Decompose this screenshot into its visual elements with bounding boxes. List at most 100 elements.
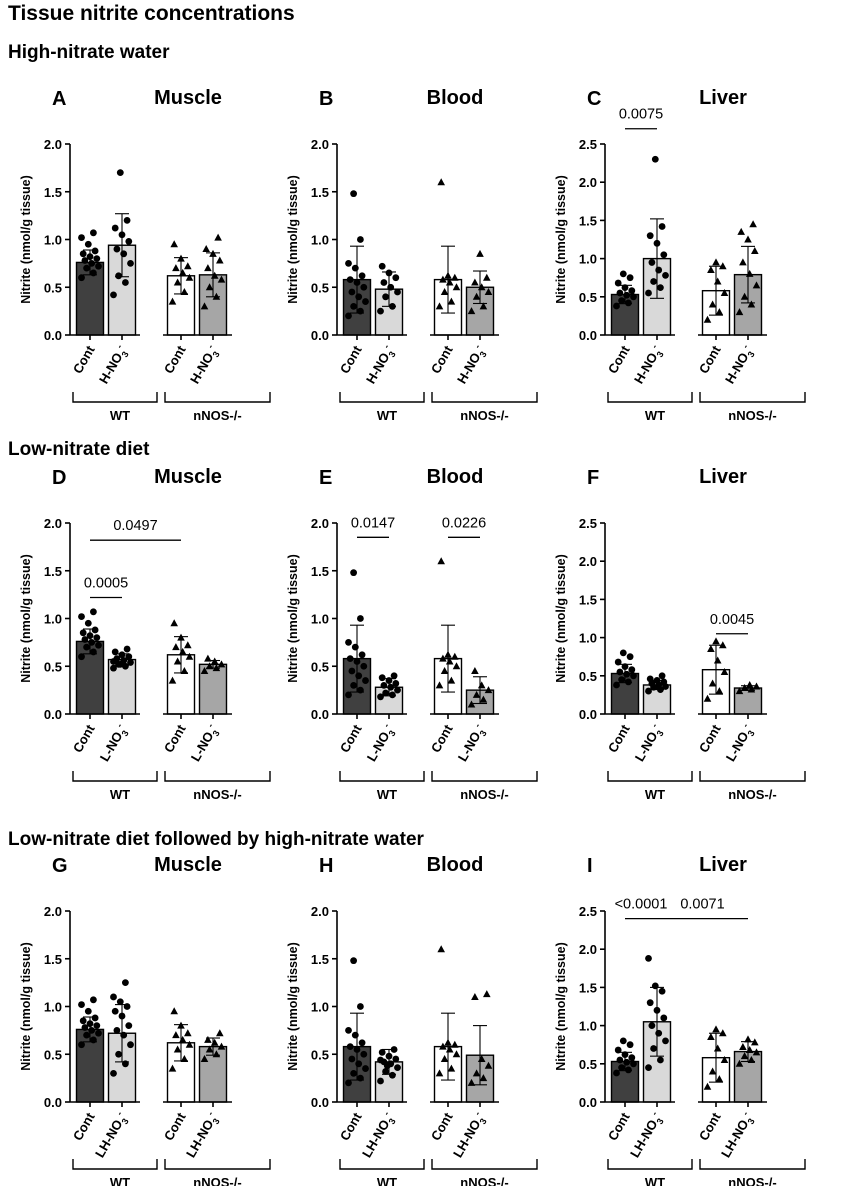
y-tick-label: 1.0 — [311, 612, 329, 627]
y-tick-label: 0.5 — [311, 1047, 329, 1062]
data-point — [110, 291, 117, 299]
y-axis-label: Nitrite (nmol/g tissue) — [19, 942, 33, 1070]
data-point — [210, 1038, 219, 1046]
data-point — [111, 224, 119, 232]
data-point — [740, 1052, 749, 1060]
y-tick-label: 2.0 — [44, 904, 62, 919]
y-tick-label: 0.0 — [579, 1095, 597, 1110]
data-point — [200, 302, 209, 310]
data-point — [749, 220, 757, 228]
figure-title: Tissue nitrite concentrations — [8, 2, 295, 25]
data-point — [623, 670, 631, 678]
data-point — [84, 1007, 92, 1015]
data-point — [745, 269, 754, 277]
data-point — [437, 557, 445, 565]
data-point — [658, 223, 666, 230]
data-point — [435, 302, 444, 310]
y-tick-label: 0.5 — [579, 669, 597, 684]
data-point — [467, 307, 476, 315]
data-point — [168, 1064, 177, 1072]
section-title-low-nitrate: Low-nitrate diet — [8, 439, 150, 460]
data-point — [377, 307, 384, 315]
x-tick-label: H-NO3- — [721, 343, 758, 388]
p-value-label: 0.0075 — [619, 107, 663, 123]
data-point — [658, 987, 666, 995]
data-point — [472, 292, 481, 300]
data-point — [713, 277, 722, 285]
data-point — [703, 1082, 712, 1090]
x-tick-label: Cont — [70, 1109, 98, 1143]
data-point — [346, 1043, 354, 1051]
data-point — [357, 615, 364, 622]
data-point — [616, 1056, 624, 1064]
data-point — [471, 667, 479, 675]
data-point — [78, 1041, 85, 1049]
data-point — [95, 1029, 102, 1037]
y-tick-label: 0.0 — [311, 328, 329, 343]
data-point — [747, 300, 756, 308]
data-point — [204, 1035, 212, 1043]
data-point — [91, 247, 99, 255]
data-point — [113, 1026, 121, 1034]
y-axis-label: Nitrite (nmol/g tissue) — [554, 175, 568, 303]
data-point — [713, 656, 722, 664]
data-point — [623, 291, 631, 299]
data-point — [125, 238, 133, 245]
data-point — [715, 1075, 724, 1083]
group-bracket — [72, 392, 158, 403]
data-point — [79, 1017, 87, 1025]
data-point — [345, 638, 352, 646]
y-tick-label: 2.0 — [44, 137, 62, 152]
x-tick-label: LH-NO3- — [358, 1110, 399, 1162]
data-point — [735, 308, 744, 316]
data-point — [88, 259, 96, 267]
data-point — [122, 662, 129, 670]
data-point — [358, 272, 366, 280]
data-point — [745, 1046, 754, 1054]
data-point — [616, 668, 624, 676]
data-point — [657, 1056, 664, 1064]
group-bracket — [164, 392, 271, 403]
y-tick-label: 0.0 — [44, 1095, 62, 1110]
data-point — [115, 1050, 122, 1058]
data-point — [739, 1042, 747, 1050]
y-tick-label: 0.5 — [44, 1047, 62, 1062]
x-tick-label: L-NO3- — [722, 722, 758, 766]
data-point — [657, 284, 664, 292]
data-point — [390, 672, 398, 680]
data-point — [660, 678, 668, 686]
data-point — [645, 1064, 652, 1072]
section-title-low-then-high: Low-nitrate diet followed by high-nitrat… — [8, 829, 424, 850]
x-tick-label: LH-NO3- — [182, 1110, 223, 1162]
y-tick-label: 1.0 — [44, 233, 62, 248]
data-point — [447, 1064, 456, 1072]
x-tick-label: Cont — [696, 1109, 724, 1143]
y-tick-label: 0.5 — [579, 290, 597, 305]
data-point — [467, 700, 476, 708]
data-point — [200, 1055, 209, 1063]
data-point — [451, 273, 459, 281]
x-tick-label: Cont — [605, 1109, 633, 1143]
chart-panel-b: B Blood Nitrite (nmol/g tissue) 0.0 0.5 1.0 1.… — [286, 87, 538, 423]
data-point — [84, 240, 92, 248]
group-label: WT — [110, 787, 130, 802]
group-bracket — [72, 1159, 158, 1170]
data-point — [355, 293, 363, 301]
data-point — [115, 272, 122, 280]
data-point — [626, 274, 634, 282]
data-point — [127, 1041, 134, 1049]
data-point — [217, 660, 226, 668]
data-point — [646, 232, 654, 240]
data-point — [172, 643, 180, 651]
data-point — [345, 312, 352, 320]
group-label: nNOS-/- — [728, 787, 776, 802]
panel-title: Liver — [699, 466, 747, 488]
data-point — [185, 652, 194, 660]
data-point — [377, 1077, 384, 1085]
data-point — [720, 667, 729, 675]
data-point — [737, 227, 745, 235]
panel-letter: B — [319, 88, 333, 110]
group-bracket — [339, 1159, 425, 1170]
data-point — [382, 689, 389, 697]
x-tick-label: Cont — [337, 1109, 365, 1143]
